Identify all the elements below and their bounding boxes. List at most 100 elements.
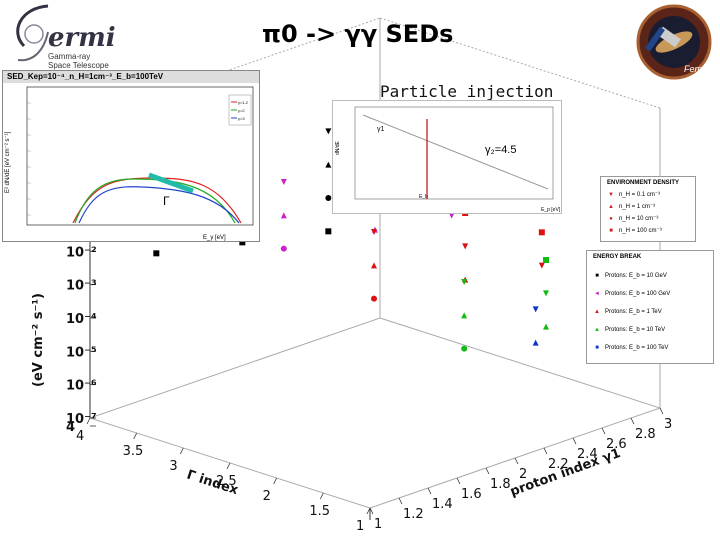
data-point [538, 262, 545, 269]
break-label: E_b [419, 194, 428, 200]
proton-tick-label: 1.2 [403, 507, 424, 522]
injection-ylabel: dN/dE [335, 140, 341, 155]
proton-tick-label: 2.8 [635, 427, 656, 442]
data-point [371, 295, 377, 302]
gamma-tick-label: 2.5 [216, 474, 237, 489]
gamma-axis-label: Γ index [185, 468, 241, 499]
panel-subtitle: Particle injection [380, 82, 554, 101]
energy-legend-item: ▲ Protons: E_b = 10 TeV [594, 327, 666, 333]
data-point [371, 262, 377, 269]
sed-xlabel: E_γ [eV] [203, 235, 226, 241]
z-tick-label: 10⁻⁷ [66, 412, 97, 427]
data-point [461, 312, 468, 319]
data-point [325, 161, 332, 168]
logo-wordmark: ermi [48, 23, 116, 53]
proton-tick-label: 2.2 [548, 457, 569, 472]
data-point [543, 290, 549, 297]
fermi-seal-logo: Fermi [630, 2, 716, 84]
gamma-tick-mark [273, 477, 278, 485]
z-tick-label: 10⁻² [66, 245, 97, 260]
data-point [280, 245, 287, 252]
gamma-tick-label: 3.5 [123, 444, 144, 459]
energy-legend-item: ▲ Protons: E_b = 1 TeV [594, 309, 662, 315]
logo-line2: Space Telescope [48, 61, 109, 70]
gamma-slope-marker [148, 172, 194, 194]
z-axis-label: (eV cm⁻² s⁻¹) [31, 293, 46, 387]
gamma2-label: γ₂=4.5 [485, 144, 517, 156]
env-legend-item: ▼ n_H = 0.1 cm⁻³ [608, 192, 661, 198]
data-point [325, 228, 332, 235]
proton-tick-mark [572, 437, 577, 445]
gamma-tick-mark [366, 507, 371, 515]
data-point [325, 195, 332, 201]
z-tick-label: 10⁻⁴ [66, 312, 97, 327]
env-legend-item: ● n_H = 10 cm⁻³ [609, 216, 659, 222]
injection-inset-panel: γ1 γ₂=4.5 E_b E_p [eV] dN/dE [332, 100, 562, 214]
proton-tick-mark [659, 407, 664, 415]
sed-legend-1: γ=1.2 [238, 100, 249, 105]
top-edge [379, 17, 661, 109]
fermi-logo: ermi Gamma-ray Space Telescope [4, 2, 154, 70]
gamma-tick-mark [226, 462, 231, 470]
proton-tick-label: 1.6 [461, 487, 482, 502]
proton-tick-mark [427, 487, 432, 495]
proton-tick-label: 1.8 [490, 477, 511, 492]
energy-legend-title: ENERGY BREAK [593, 254, 642, 260]
sed-header: SED_Kep=10⁻⁴_n_H=1cm⁻³_E_b=100TeV [3, 71, 259, 83]
environment-legend-title: ENVIRONMENT DENSITY [607, 180, 680, 186]
data-point [461, 279, 468, 285]
proton-tick-mark [514, 457, 519, 465]
data-point [448, 212, 455, 219]
gamma-tick-label: 1.5 [309, 504, 330, 519]
data-point [538, 229, 545, 236]
data-point [239, 239, 246, 246]
proton-tick-mark [398, 497, 403, 505]
logo-line1: Gamma-ray [48, 52, 90, 61]
gamma-annotation: Γ [163, 194, 170, 208]
proton-tick-mark [601, 427, 606, 435]
sed-curve-green [74, 178, 236, 224]
gamma-tick-label: 4 [76, 429, 84, 444]
sed-curve-blue [78, 186, 240, 224]
top-edge [89, 17, 381, 119]
proton-tick-label: 2.4 [577, 447, 598, 462]
env-legend-item: ▲ n_H = 1 cm⁻³ [608, 204, 656, 210]
data-point [153, 250, 160, 257]
proton-tick-mark [456, 477, 461, 485]
sed-inset-panel: SED_Kep=10⁻⁴_n_H=1cm⁻³_E_b=100TeV Γ γ=1.… [2, 70, 260, 242]
env-legend-item: ■ n_H = 100 cm⁻³ [609, 228, 662, 234]
proton-tick-label: 1 [374, 517, 382, 532]
gamma-tick-mark [319, 492, 324, 500]
data-point [543, 323, 549, 330]
gamma-tick-mark [133, 432, 138, 440]
z-tick-label: 4 [66, 420, 75, 435]
z-tick-label: 10⁻⁶ [66, 379, 97, 394]
seal-text: Fermi [684, 64, 708, 74]
proton-tick-mark [543, 447, 548, 455]
energy-legend-item: ■ Protons: E_b = 100 TeV [595, 345, 669, 351]
floor-plane [88, 317, 662, 509]
data-point [280, 212, 287, 219]
data-point [532, 306, 539, 313]
gamma-tick-label: 1 [356, 519, 364, 534]
proton-tick-label: 2.6 [606, 437, 627, 452]
data-point [543, 257, 549, 263]
gamma-tick-mark [86, 417, 91, 425]
data-point [461, 345, 468, 352]
gamma-tick-mark [179, 447, 184, 455]
axes-layer [86, 17, 664, 520]
sed-legend-3: γ=3 [238, 116, 245, 121]
gamma1-label: γ1 [377, 126, 385, 133]
data-point [462, 243, 469, 250]
gamma-tick-label: 3 [169, 459, 177, 474]
data-point [280, 179, 287, 185]
z-tick-label: 10⁻³ [66, 279, 97, 294]
page-title: π0 -> γγ SEDs [262, 20, 454, 48]
data-point [532, 339, 539, 346]
injection-spectrum [362, 114, 549, 190]
energy-break-legend: ENERGY BREAK ■ Protons: E_b = 10 GeV ◄ Pro… [586, 250, 714, 364]
environment-legend: ENVIRONMENT DENSITY ▼ n_H = 0.1 cm⁻³ ▲ n_H… [600, 176, 696, 242]
sed-legend-2: γ=2 [238, 108, 245, 113]
proton-tick-mark [369, 507, 374, 515]
